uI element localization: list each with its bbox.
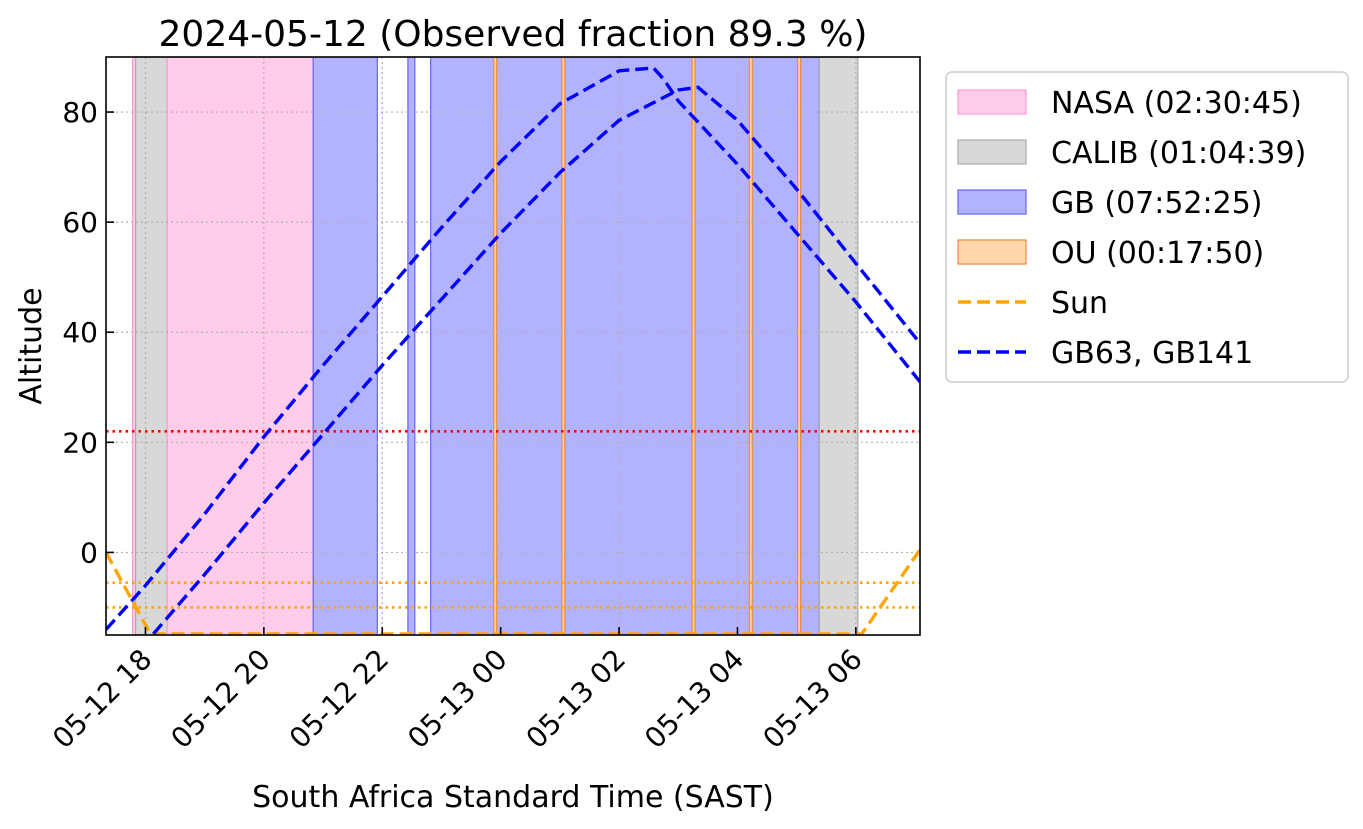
band-ou-10 — [797, 57, 802, 635]
y-tick-label-2: 40 — [62, 316, 98, 349]
y-tick-label-3: 60 — [62, 206, 98, 239]
y-axis-label: Altitude — [14, 287, 49, 404]
y-tick-label-1: 20 — [62, 426, 98, 459]
band-gb-3 — [312, 57, 378, 635]
band-ou-9 — [748, 57, 753, 635]
legend-box — [945, 71, 1349, 383]
legend-label-0: NASA (02:30:45) — [1051, 86, 1302, 121]
band-calib-11 — [818, 57, 859, 635]
legend-label-5: GB63, GB141 — [1051, 336, 1253, 371]
legend-label-4: Sun — [1051, 286, 1108, 321]
band-gb-5 — [430, 57, 820, 635]
legend-swatch-3 — [957, 239, 1027, 265]
y-axis: 0 20 40 60 80 — [62, 96, 114, 569]
band-ou-8 — [691, 57, 696, 635]
legend-swatch-0 — [957, 89, 1027, 115]
legend-label-2: GB (07:52:25) — [1051, 186, 1263, 221]
legend-swatch-1 — [957, 139, 1027, 165]
y-tick-label-4: 80 — [62, 96, 98, 129]
legend-label-3: OU (00:17:50) — [1051, 236, 1264, 271]
band-nasa-2 — [166, 57, 314, 635]
x-axis-label: South Africa Standard Time (SAST) — [252, 780, 774, 815]
chart-title: 2024-05-12 (Observed fraction 89.3 %) — [159, 14, 868, 55]
grid — [106, 57, 920, 635]
legend-swatch-2 — [957, 189, 1027, 215]
band-calib-1 — [135, 57, 168, 635]
band-gb-4 — [407, 57, 416, 635]
series-gb63 — [106, 66, 920, 631]
band-ou-7 — [561, 57, 566, 635]
legend-label-1: CALIB (01:04:39) — [1051, 136, 1306, 171]
series-sun — [106, 548, 920, 635]
series-gb141 — [152, 85, 920, 635]
plot-area — [106, 57, 920, 635]
band-ou-6 — [493, 57, 498, 635]
plot-frame — [105, 56, 921, 636]
y-tick-label-0: 0 — [80, 536, 98, 569]
legend: NASA (02:30:45) CALIB (01:04:39) GB (07:52… — [945, 71, 1349, 383]
